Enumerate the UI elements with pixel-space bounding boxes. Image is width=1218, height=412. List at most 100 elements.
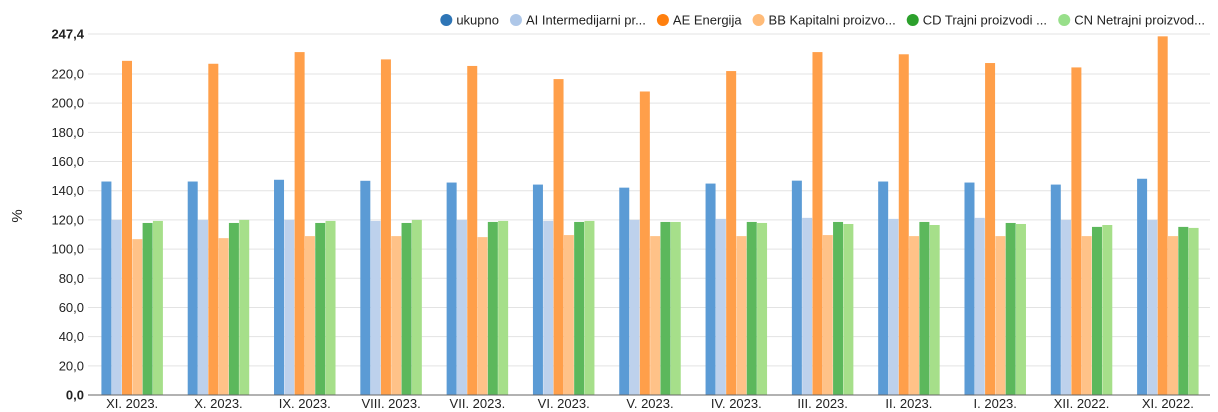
- bar[interactable]: [715, 218, 726, 395]
- y-tick-label: 200,0: [51, 96, 84, 111]
- bar[interactable]: [985, 63, 996, 395]
- bar[interactable]: [218, 238, 229, 395]
- bar[interactable]: [822, 235, 833, 395]
- bar[interactable]: [142, 222, 153, 395]
- bar[interactable]: [370, 220, 381, 395]
- y-tick-label: 0,0: [66, 388, 84, 403]
- bar[interactable]: [532, 184, 543, 395]
- bar[interactable]: [974, 217, 985, 395]
- bar[interactable]: [1071, 67, 1082, 396]
- bar[interactable]: [726, 71, 737, 396]
- bar[interactable]: [467, 65, 478, 396]
- bar[interactable]: [1178, 226, 1189, 395]
- bar[interactable]: [294, 52, 305, 395]
- bar[interactable]: [574, 221, 585, 395]
- bar[interactable]: [401, 222, 412, 395]
- bar[interactable]: [1061, 219, 1072, 395]
- legend-item[interactable]: AE Energija: [656, 13, 742, 28]
- x-tick-label: X. 2023.: [194, 396, 242, 411]
- bar[interactable]: [995, 236, 1006, 395]
- bar[interactable]: [843, 223, 854, 395]
- bar[interactable]: [563, 235, 574, 395]
- bar[interactable]: [736, 236, 747, 395]
- bar[interactable]: [660, 221, 671, 395]
- bar[interactable]: [639, 91, 650, 395]
- bar[interactable]: [1188, 227, 1199, 395]
- bar[interactable]: [152, 220, 163, 395]
- legend-swatch: [509, 14, 522, 26]
- bar[interactable]: [705, 183, 716, 395]
- bar[interactable]: [929, 225, 940, 395]
- bar[interactable]: [498, 220, 509, 395]
- bar[interactable]: [670, 221, 681, 395]
- x-tick-label: IX. 2023.: [279, 396, 331, 411]
- bar[interactable]: [757, 222, 768, 395]
- bar[interactable]: [208, 63, 219, 395]
- bar[interactable]: [122, 60, 133, 396]
- bar[interactable]: [228, 222, 239, 395]
- legend-item[interactable]: CD Trajni proizvodi ...: [906, 13, 1047, 28]
- bar[interactable]: [411, 219, 422, 395]
- y-tick-label: 60,0: [59, 300, 84, 315]
- bar[interactable]: [391, 236, 402, 395]
- legend-label: ukupno: [456, 13, 499, 28]
- bar[interactable]: [1102, 225, 1113, 395]
- bar[interactable]: [101, 181, 112, 395]
- bar[interactable]: [1147, 219, 1158, 395]
- bar[interactable]: [833, 221, 844, 395]
- bar[interactable]: [325, 220, 336, 395]
- bar[interactable]: [1005, 222, 1016, 395]
- bar[interactable]: [315, 222, 326, 395]
- bar[interactable]: [791, 180, 802, 395]
- bar[interactable]: [487, 221, 498, 395]
- bar[interactable]: [198, 219, 209, 395]
- bar[interactable]: [274, 179, 285, 395]
- bar[interactable]: [919, 221, 930, 395]
- legend-label: AI Intermedijarni pr...: [526, 13, 646, 28]
- legend-item[interactable]: ukupno: [440, 13, 499, 28]
- bar[interactable]: [619, 187, 630, 395]
- bar[interactable]: [1050, 184, 1061, 395]
- bar[interactable]: [477, 237, 488, 395]
- bar[interactable]: [187, 181, 198, 395]
- bar[interactable]: [132, 239, 143, 395]
- bar[interactable]: [304, 236, 315, 395]
- bar[interactable]: [888, 218, 899, 395]
- bar[interactable]: [1157, 36, 1168, 395]
- bar[interactable]: [584, 220, 595, 395]
- bar[interactable]: [629, 219, 640, 395]
- legend-label: BB Kapitalni proizvo...: [769, 13, 896, 28]
- bar[interactable]: [909, 236, 920, 395]
- bar[interactable]: [284, 219, 295, 395]
- bar[interactable]: [650, 236, 661, 395]
- legend-item[interactable]: CN Netrajni proizvod...: [1058, 13, 1205, 28]
- bar[interactable]: [1167, 236, 1178, 395]
- bar[interactable]: [543, 220, 554, 395]
- bar[interactable]: [964, 182, 975, 395]
- bar[interactable]: [553, 79, 564, 395]
- legend-swatch: [1058, 14, 1071, 26]
- legend: ukupno AI Intermedijarni pr... AE Energija…: [440, 13, 1205, 28]
- x-tick-label: VII. 2023.: [450, 396, 506, 411]
- bar[interactable]: [446, 182, 457, 395]
- bar[interactable]: [898, 54, 909, 396]
- bar[interactable]: [1015, 223, 1026, 395]
- legend-item[interactable]: AI Intermedijarni pr...: [509, 13, 646, 28]
- legend-item[interactable]: BB Kapitalni proizvo...: [752, 13, 896, 28]
- bar[interactable]: [1137, 178, 1148, 395]
- bar[interactable]: [802, 217, 813, 395]
- bar[interactable]: [239, 219, 250, 395]
- bar[interactable]: [812, 52, 823, 395]
- bar[interactable]: [878, 181, 889, 395]
- bar[interactable]: [746, 221, 757, 395]
- bar[interactable]: [380, 59, 391, 396]
- bar[interactable]: [360, 180, 371, 395]
- bar[interactable]: [1091, 226, 1102, 395]
- x-tick-label: XI. 2022.: [1142, 396, 1194, 411]
- x-tick-label: XI. 2023.: [106, 396, 158, 411]
- bar[interactable]: [456, 219, 467, 395]
- bar[interactable]: [1081, 236, 1092, 395]
- bar[interactable]: [111, 219, 122, 395]
